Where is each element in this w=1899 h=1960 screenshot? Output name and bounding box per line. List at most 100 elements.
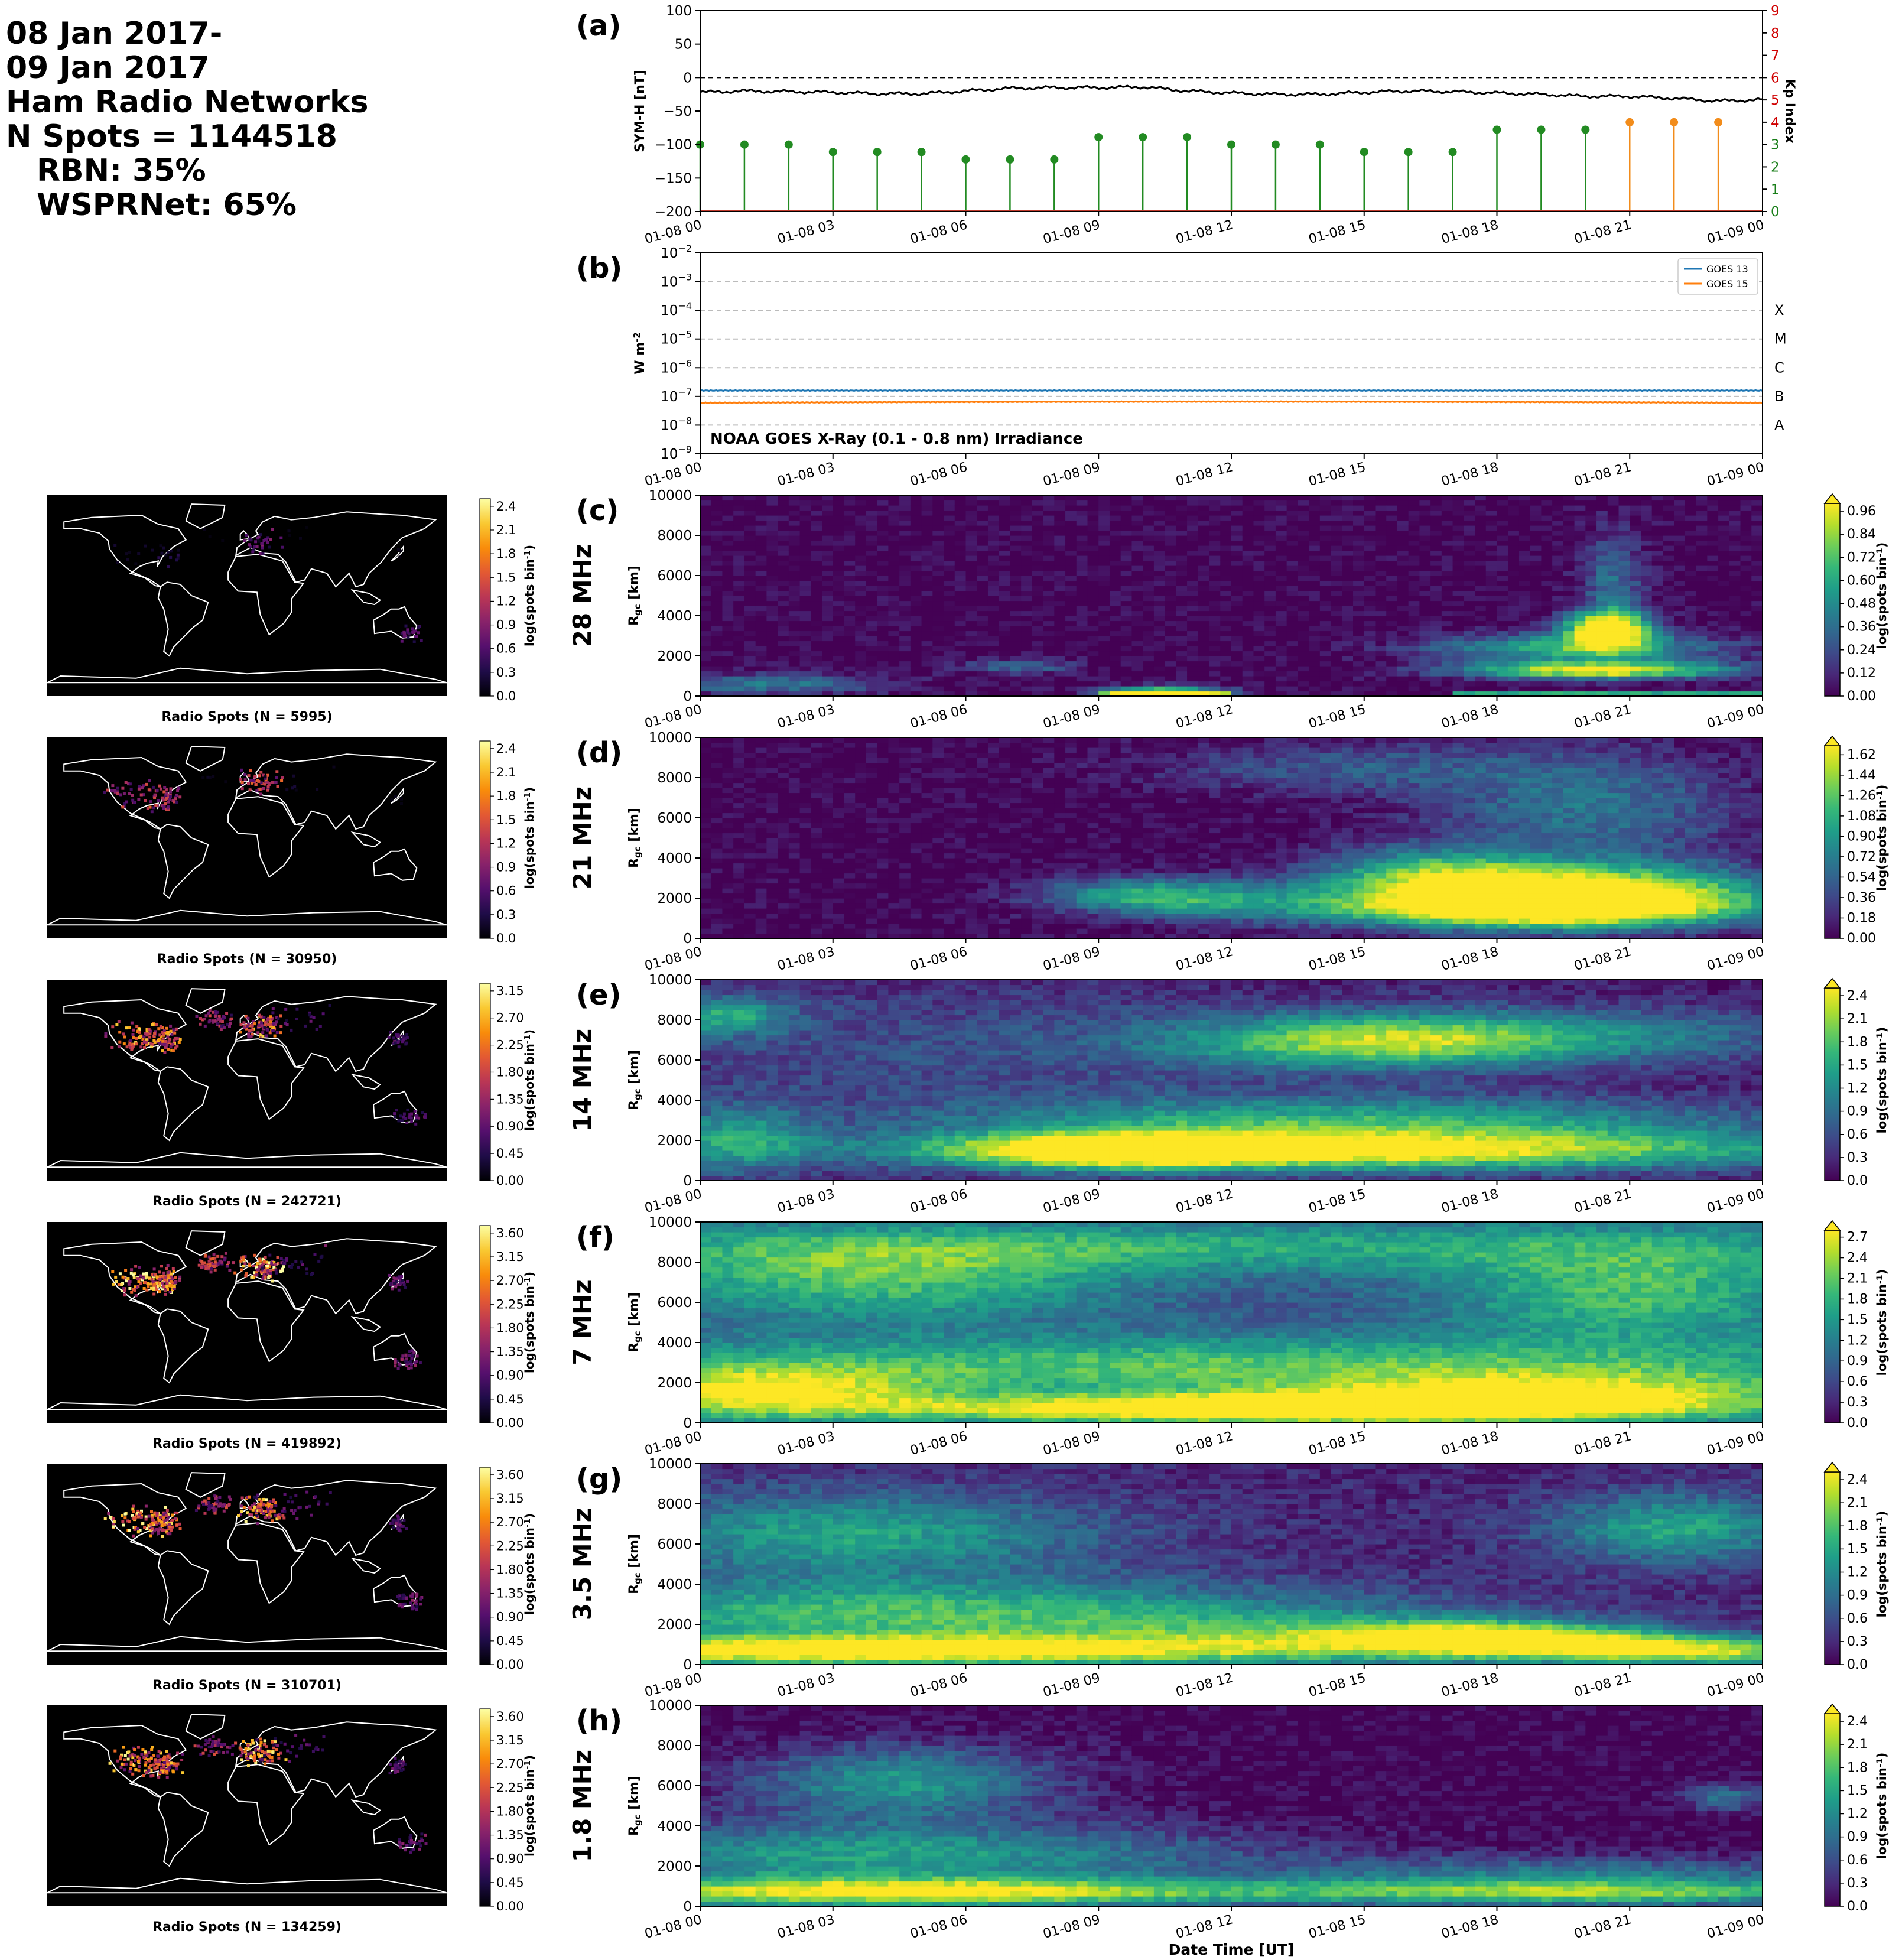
heatmap-cell: [711, 752, 723, 758]
heatmap-cell: [778, 898, 789, 904]
heatmap-cell: [711, 620, 723, 626]
heatmap-cell: [822, 606, 834, 612]
heatmap-cell: [799, 656, 811, 662]
heatmap-cell: [1176, 676, 1188, 682]
heatmap-cell: [1187, 586, 1199, 591]
heatmap-cell: [1685, 576, 1697, 581]
heatmap-cell: [1651, 676, 1664, 682]
heatmap-cell: [799, 616, 811, 622]
heatmap-cell: [1707, 590, 1719, 596]
heatmap-cell: [1607, 525, 1620, 531]
heatmap-cell: [888, 495, 900, 501]
heatmap-cell: [1408, 630, 1420, 636]
heatmap-cell: [1298, 505, 1309, 511]
heatmap-cell: [1663, 505, 1674, 511]
heatmap-cell: [1209, 500, 1221, 506]
heatmap-cell: [1475, 681, 1487, 687]
heatmap-cell: [1530, 646, 1542, 652]
heatmap-cell: [1596, 505, 1608, 511]
heatmap-cell: [1021, 671, 1033, 677]
heatmap-cell: [1264, 500, 1276, 506]
heatmap-cell: [722, 818, 734, 824]
heatmap-cell: [1309, 510, 1321, 516]
heatmap-cell: [799, 858, 811, 864]
heatmap-cell: [744, 848, 756, 854]
heatmap-cell: [1696, 570, 1708, 576]
heatmap-cell: [1475, 565, 1487, 571]
heatmap-cell: [855, 500, 867, 506]
heatmap-cell: [1397, 646, 1409, 652]
heatmap-cell: [1176, 505, 1188, 511]
heatmap-cell: [1430, 666, 1442, 672]
heatmap-cell: [1275, 686, 1287, 692]
heatmap-cell: [1696, 651, 1708, 656]
heatmap-cell: [1618, 590, 1630, 596]
heatmap-cell: [1386, 510, 1398, 516]
heatmap-cell: [1131, 570, 1143, 576]
heatmap-cell: [1419, 676, 1431, 682]
heatmap-cell: [833, 500, 845, 506]
heatmap-cell: [778, 828, 789, 834]
heatmap-cell: [766, 616, 778, 622]
heatmap-cell: [1518, 620, 1531, 626]
heatmap-cell: [1209, 600, 1221, 606]
heatmap-cell: [1220, 576, 1232, 581]
heatmap-cell: [877, 762, 889, 768]
heatmap-cell: [987, 576, 1000, 581]
heatmap-cell: [1253, 681, 1265, 687]
heatmap-cell: [1220, 495, 1232, 501]
heatmap-cell: [1729, 525, 1741, 531]
heatmap-cell: [833, 752, 845, 758]
heatmap-cell: [1696, 610, 1708, 616]
heatmap-cell: [1209, 610, 1221, 616]
heatmap-cell: [744, 676, 756, 682]
heatmap-cell: [1298, 686, 1309, 692]
heatmap-cell: [755, 818, 767, 824]
heatmap-cell: [1607, 620, 1620, 626]
heatmap-cell: [833, 908, 845, 914]
heatmap-cell: [722, 888, 734, 894]
heatmap-cell: [822, 928, 834, 934]
heatmap-cell: [1485, 580, 1498, 586]
heatmap-cell: [799, 758, 811, 763]
heatmap-cell: [1198, 520, 1210, 526]
heatmap-cell: [778, 606, 789, 612]
heatmap-cell: [977, 928, 988, 934]
heatmap-cell: [921, 873, 933, 879]
heatmap-cell: [1065, 686, 1077, 692]
heatmap-cell: [944, 918, 955, 924]
heatmap-cell: [1541, 580, 1553, 586]
heatmap-cell: [1475, 540, 1487, 546]
heatmap-cell: [1087, 676, 1099, 682]
heatmap-cell: [1087, 691, 1099, 697]
heatmap-cell: [766, 933, 778, 939]
heatmap-cell: [1043, 616, 1055, 622]
heatmap-cell: [733, 606, 745, 612]
heatmap-cell: [788, 918, 801, 924]
heatmap-cell: [1375, 515, 1387, 521]
heatmap-cell: [788, 737, 801, 743]
heatmap-cell: [1364, 525, 1376, 531]
heatmap-cell: [722, 610, 734, 616]
heatmap-cell: [1364, 580, 1376, 586]
heatmap-cell: [1153, 676, 1166, 682]
heatmap-cell: [987, 606, 1000, 612]
heatmap-cell: [1552, 586, 1564, 591]
heatmap-cell: [1309, 636, 1321, 642]
heatmap-cell: [977, 772, 988, 778]
heatmap-cell: [1165, 616, 1176, 622]
heatmap-cell: [1298, 500, 1309, 506]
heatmap-cell: [1065, 630, 1077, 636]
heatmap-cell: [977, 792, 988, 798]
heatmap-cell: [910, 798, 922, 804]
heatmap-cell: [866, 620, 878, 626]
heatmap-cell: [1408, 570, 1420, 576]
heatmap-cell: [722, 908, 734, 914]
heatmap-cell: [844, 908, 856, 914]
heatmap-cell: [910, 923, 922, 929]
heatmap-cell: [1430, 580, 1442, 586]
heatmap-cell: [855, 510, 867, 516]
heatmap-cell: [1740, 525, 1752, 531]
heatmap-cell: [733, 630, 745, 636]
heatmap-cell: [778, 620, 789, 626]
